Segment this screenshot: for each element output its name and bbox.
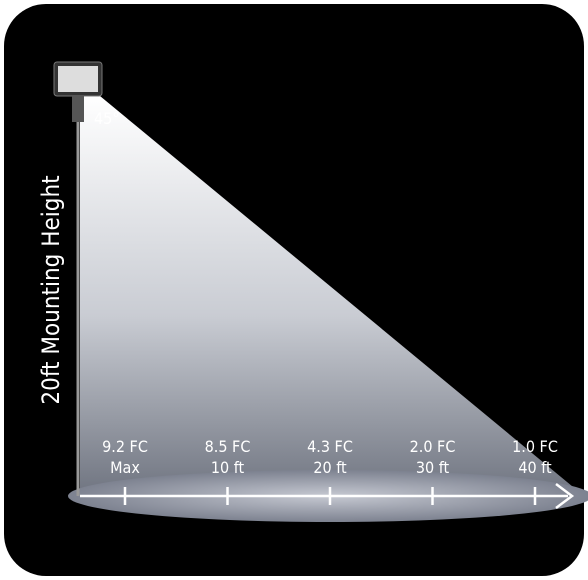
mounting-height-label: 20ft Mounting Height: [37, 175, 65, 404]
illuminance-label: 8.5 FC: [205, 437, 251, 456]
illuminance-label: 2.0 FC: [410, 437, 456, 456]
distance-label: 30 ft: [416, 458, 450, 477]
distance-label: 20 ft: [313, 458, 347, 477]
light-beam: [80, 96, 584, 496]
distance-label: 10 ft: [211, 458, 245, 477]
angle-label: 45°: [94, 109, 120, 128]
fixture: [53, 61, 103, 122]
illuminance-label: 9.2 FC: [102, 437, 148, 456]
distance-label: 40 ft: [518, 458, 552, 477]
axis-arrow: [555, 483, 575, 509]
illuminance-label: 4.3 FC: [307, 437, 353, 456]
illuminance-label: 1.0 FC: [512, 437, 558, 456]
distance-label: Max: [110, 458, 140, 477]
